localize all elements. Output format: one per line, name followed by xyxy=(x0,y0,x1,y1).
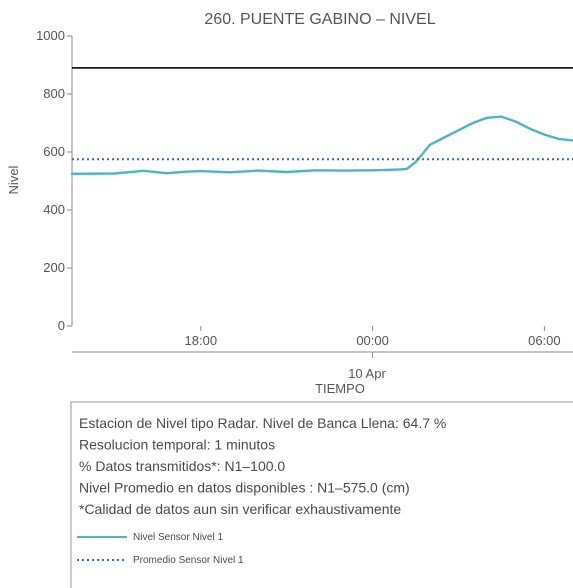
legend-label: Promedio Sensor Nivel 1 xyxy=(133,555,244,566)
y-tick-label: 800 xyxy=(43,86,65,101)
y-tick-label: 200 xyxy=(43,260,65,275)
info-line: Nivel Promedio en datos disponibles : N1… xyxy=(79,480,410,496)
y-tick-label: 1000 xyxy=(36,28,65,43)
legend: Nivel Sensor Nivel 1 Promedio Sensor Nive… xyxy=(77,532,244,566)
y-tick-label: 0 xyxy=(58,318,65,333)
series-layer xyxy=(70,115,573,176)
y-tick-label: 400 xyxy=(43,202,65,217)
info-box xyxy=(70,401,573,588)
x-axis-label: TIEMPO xyxy=(315,381,365,396)
chart-title: 260. PUENTE GABINO – NIVEL xyxy=(204,11,435,28)
y-tick-label: 600 xyxy=(43,144,65,159)
x-tick-label: 06:00 xyxy=(528,333,561,348)
info-line: % Datos transmitidos*: N1–100.0 xyxy=(79,458,285,474)
info-line: Estacion de Nivel tipo Radar. Nivel de B… xyxy=(79,415,446,431)
y-axis-label: Nivel xyxy=(6,165,21,194)
date-label: 10 Apr xyxy=(348,366,386,381)
x-axis: 18:00 00:00 06:00 xyxy=(72,326,573,358)
x-tick-label: 00:00 xyxy=(356,333,389,348)
legend-label: Nivel Sensor Nivel 1 xyxy=(133,532,223,543)
x-tick-label: 18:00 xyxy=(185,333,218,348)
info-lines: Estacion de Nivel tipo Radar. Nivel de B… xyxy=(79,415,446,517)
series-line-1 xyxy=(70,115,573,176)
info-line: Resolucion temporal: 1 minutos xyxy=(79,437,275,453)
info-line: *Calidad de datos aun sin verificar exha… xyxy=(79,501,401,517)
y-axis: 0 200 400 600 800 1000 xyxy=(36,28,73,333)
